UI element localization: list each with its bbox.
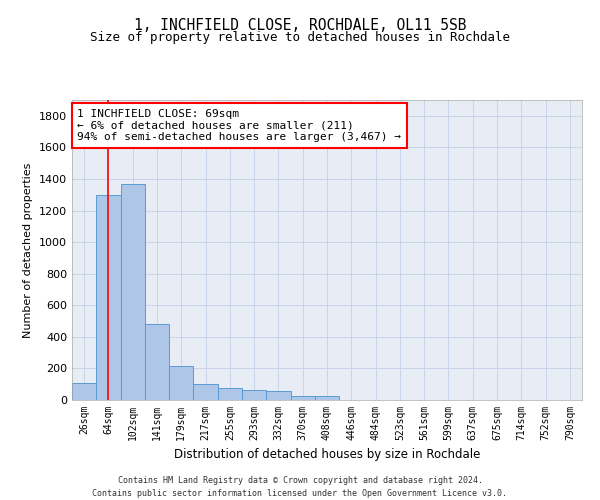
Bar <box>96 194 121 400</box>
Bar <box>266 392 290 400</box>
Bar <box>145 324 169 400</box>
Bar <box>315 396 339 400</box>
Text: 1 INCHFIELD CLOSE: 69sqm
← 6% of detached houses are smaller (211)
94% of semi-d: 1 INCHFIELD CLOSE: 69sqm ← 6% of detache… <box>77 109 401 142</box>
Bar <box>121 184 145 400</box>
X-axis label: Distribution of detached houses by size in Rochdale: Distribution of detached houses by size … <box>174 448 480 462</box>
Bar <box>242 390 266 400</box>
Text: Contains HM Land Registry data © Crown copyright and database right 2024.
Contai: Contains HM Land Registry data © Crown c… <box>92 476 508 498</box>
Text: Size of property relative to detached houses in Rochdale: Size of property relative to detached ho… <box>90 31 510 44</box>
Bar <box>72 382 96 400</box>
Y-axis label: Number of detached properties: Number of detached properties <box>23 162 34 338</box>
Bar <box>218 388 242 400</box>
Text: 1, INCHFIELD CLOSE, ROCHDALE, OL11 5SB: 1, INCHFIELD CLOSE, ROCHDALE, OL11 5SB <box>134 18 466 32</box>
Bar <box>290 396 315 400</box>
Bar <box>169 366 193 400</box>
Bar <box>193 384 218 400</box>
